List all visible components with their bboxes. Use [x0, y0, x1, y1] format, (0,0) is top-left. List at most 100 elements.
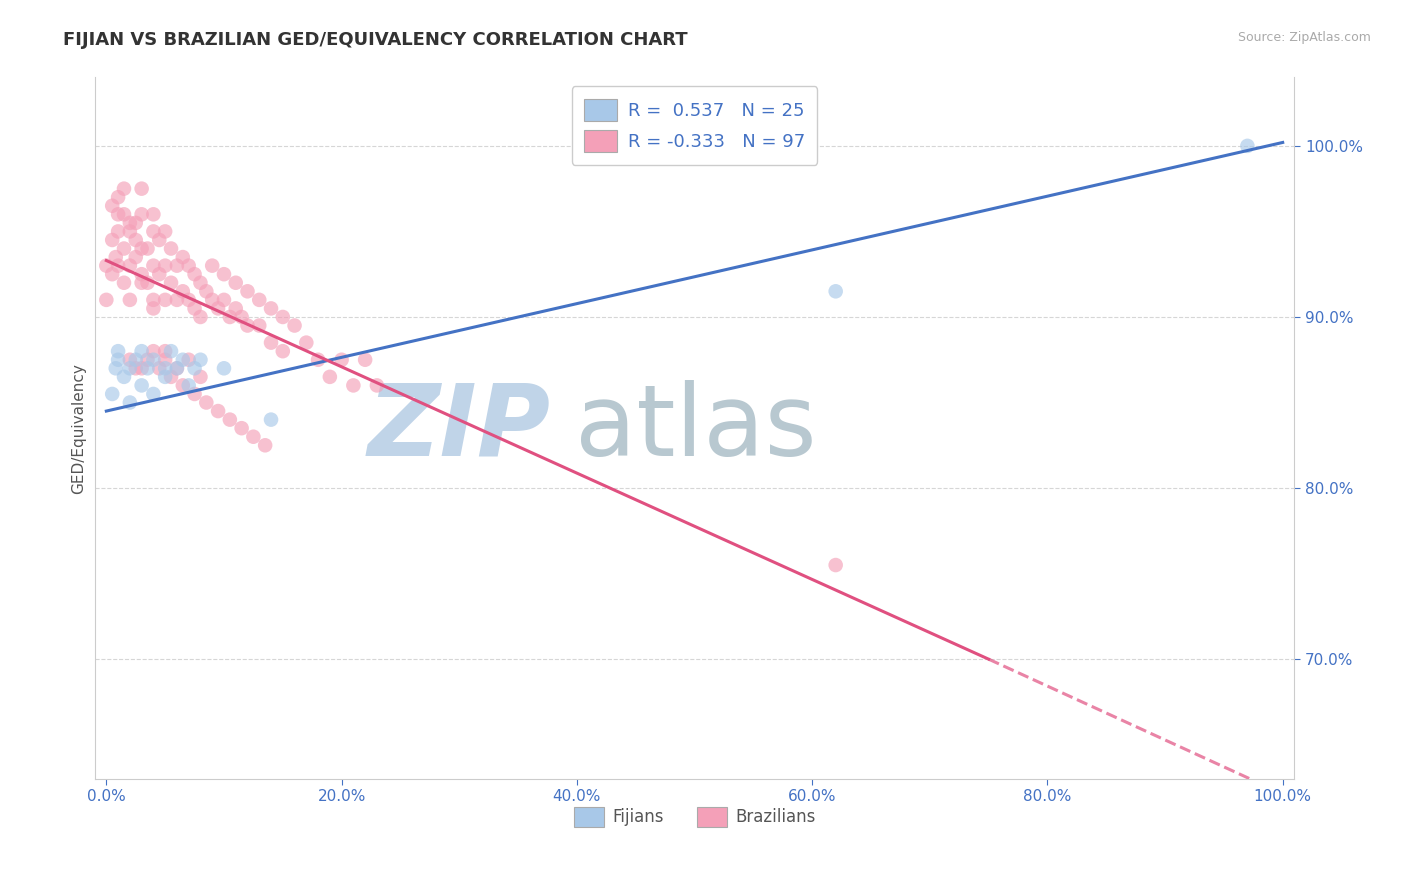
Point [101, 233, 124, 247]
Point [183, 301, 205, 316]
Point [112, 181, 135, 195]
Point [131, 378, 153, 392]
Point [107, 207, 129, 221]
Text: FIJIAN VS BRAZILIAN GED/EQUIVALENCY CORRELATION CHART: FIJIAN VS BRAZILIAN GED/EQUIVALENCY CORR… [63, 31, 688, 49]
Point [166, 293, 188, 307]
Text: ZIP: ZIP [367, 380, 551, 476]
Point [125, 361, 148, 376]
Point [177, 378, 200, 392]
Point [231, 310, 253, 324]
Point [148, 267, 170, 281]
Point [125, 352, 148, 367]
Point [212, 361, 235, 376]
Point [247, 318, 270, 333]
Point [153, 259, 176, 273]
Point [142, 259, 165, 273]
Point [283, 318, 305, 333]
Point [190, 369, 212, 384]
Point [190, 310, 212, 324]
Point [319, 369, 342, 384]
Point [218, 412, 240, 426]
Point [101, 199, 124, 213]
Point [207, 404, 229, 418]
Point [307, 352, 329, 367]
Point [107, 352, 129, 367]
Point [131, 207, 153, 221]
Point [142, 301, 165, 316]
Point [131, 267, 153, 281]
Point [131, 181, 153, 195]
Point [172, 285, 194, 299]
Point [96, 259, 118, 273]
Point [142, 387, 165, 401]
Point [118, 224, 141, 238]
Point [824, 285, 846, 299]
Point [142, 344, 165, 359]
Point [160, 276, 183, 290]
Point [125, 216, 148, 230]
Point [107, 190, 129, 204]
Point [183, 361, 205, 376]
Text: atlas: atlas [575, 380, 815, 476]
Point [247, 293, 270, 307]
Point [112, 276, 135, 290]
Point [242, 430, 264, 444]
Point [160, 369, 183, 384]
Text: Source: ZipAtlas.com: Source: ZipAtlas.com [1237, 31, 1371, 45]
Point [260, 412, 283, 426]
Point [142, 224, 165, 238]
Point [142, 207, 165, 221]
Point [136, 276, 159, 290]
Point [212, 293, 235, 307]
Point [177, 293, 200, 307]
Point [366, 378, 388, 392]
Point [142, 293, 165, 307]
Point [271, 344, 294, 359]
Point [295, 335, 318, 350]
Point [107, 344, 129, 359]
Point [104, 250, 127, 264]
Point [271, 310, 294, 324]
Point [201, 259, 224, 273]
Point [131, 276, 153, 290]
Point [254, 438, 277, 452]
Point [125, 233, 148, 247]
Point [190, 276, 212, 290]
Point [160, 344, 183, 359]
Point [153, 352, 176, 367]
Point [131, 344, 153, 359]
Point [225, 301, 247, 316]
Point [118, 352, 141, 367]
Point [131, 361, 153, 376]
Point [236, 318, 259, 333]
Point [195, 285, 218, 299]
Point [142, 352, 165, 367]
Point [1236, 139, 1258, 153]
Point [212, 267, 235, 281]
Point [104, 361, 127, 376]
Point [112, 242, 135, 256]
Point [101, 387, 124, 401]
Point [136, 242, 159, 256]
Point [218, 310, 240, 324]
Point [177, 259, 200, 273]
Point [101, 267, 124, 281]
Point [236, 285, 259, 299]
Point [260, 301, 283, 316]
Point [177, 352, 200, 367]
Point [131, 242, 153, 256]
Point [112, 207, 135, 221]
Point [354, 352, 377, 367]
Point [153, 293, 176, 307]
Point [190, 352, 212, 367]
Legend: Fijians, Brazilians: Fijians, Brazilians [567, 800, 823, 834]
Point [195, 395, 218, 409]
Point [107, 259, 129, 273]
Point [201, 293, 224, 307]
Point [118, 293, 141, 307]
Point [166, 259, 188, 273]
Point [153, 344, 176, 359]
Y-axis label: GED/Equivalency: GED/Equivalency [72, 363, 86, 493]
Point [148, 361, 170, 376]
Point [183, 387, 205, 401]
